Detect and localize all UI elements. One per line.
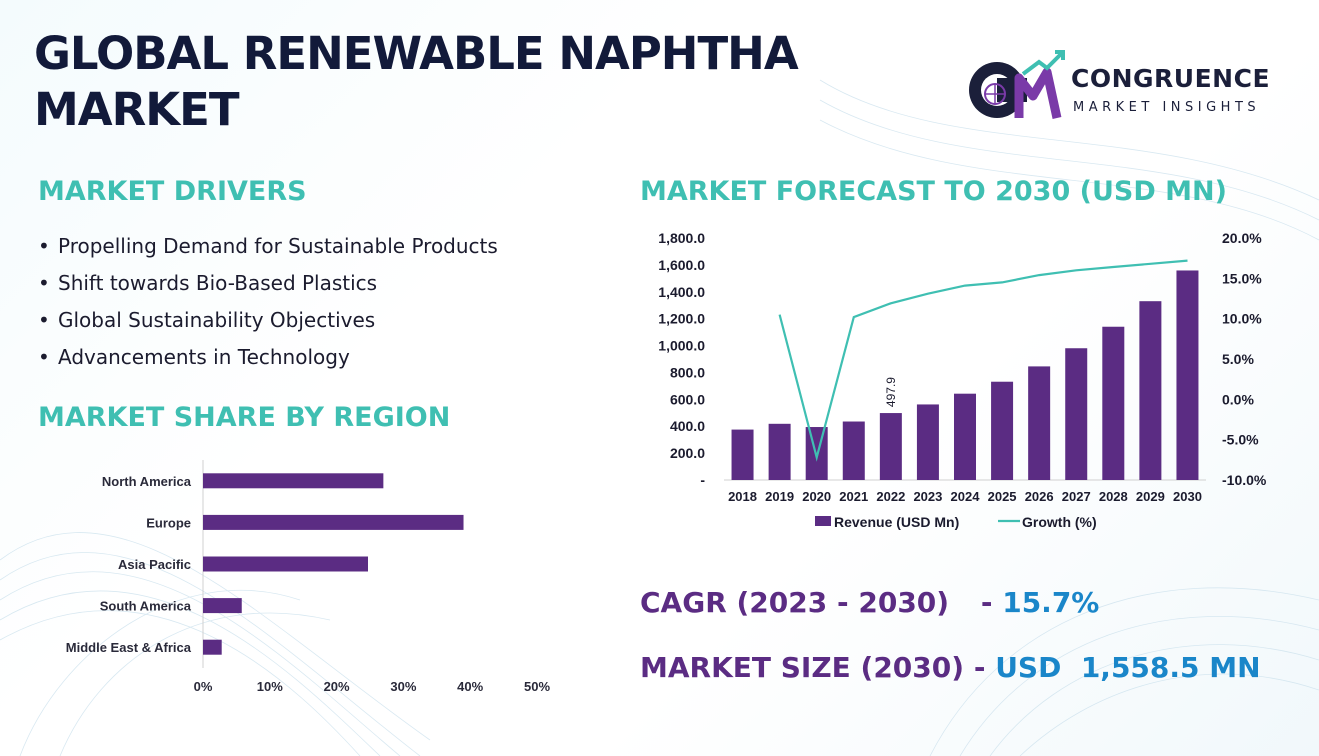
market-size-label: MARKET SIZE (2030)	[640, 651, 965, 684]
bar	[203, 556, 368, 572]
y-right-tick-label: 15.0%	[1222, 270, 1262, 286]
x-tick-label: 2026	[1025, 489, 1054, 504]
title-line-1: GLOBAL RENEWABLE NAPHTHA	[34, 27, 799, 80]
x-tick-label: 2019	[765, 489, 794, 504]
market-share-heading: MARKET SHARE BY REGION	[38, 402, 451, 433]
revenue-bar	[1176, 270, 1199, 480]
x-tick-label: 2024	[951, 489, 981, 504]
page-title: GLOBAL RENEWABLE NAPHTHA MARKET	[34, 26, 799, 138]
market-size-dash: -	[973, 651, 986, 684]
bullet-icon: •	[38, 308, 50, 332]
y-left-tick-label: 400.0	[670, 418, 705, 434]
y-right-tick-label: -10.0%	[1222, 472, 1267, 488]
x-tick-label: 20%	[324, 679, 350, 694]
driver-text: Advancements in Technology	[58, 345, 350, 369]
bar	[203, 639, 222, 655]
bar	[203, 473, 384, 489]
x-tick-label: 50%	[524, 679, 550, 694]
x-tick-label: 10%	[257, 679, 283, 694]
x-tick-label: 40%	[457, 679, 483, 694]
y-left-tick-label: 1,200.0	[658, 311, 705, 327]
y-left-tick-label: 1,800.0	[658, 230, 705, 246]
bullet-icon: •	[38, 234, 50, 258]
y-left-tick-label: 800.0	[670, 364, 705, 380]
driver-item: • Advancements in Technology	[38, 341, 498, 378]
x-tick-label: 2029	[1136, 489, 1165, 504]
bar	[203, 514, 464, 530]
cagr-dash: -	[980, 586, 993, 619]
category-label: Europe	[146, 515, 191, 530]
y-left-tick-label: 1,400.0	[658, 284, 705, 300]
y-left-tick-label: 1,000.0	[658, 338, 705, 354]
revenue-bar	[916, 404, 939, 480]
x-tick-label: 2028	[1099, 489, 1128, 504]
bullet-icon: •	[38, 271, 50, 295]
bullet-icon: •	[38, 345, 50, 369]
x-tick-label: 30%	[390, 679, 416, 694]
revenue-bar	[842, 421, 865, 480]
x-tick-label: 2018	[728, 489, 757, 504]
market-forecast-heading: MARKET FORECAST TO 2030 (USD MN)	[640, 176, 1227, 207]
y-left-tick-label: -	[700, 472, 705, 488]
y-right-tick-label: 5.0%	[1222, 351, 1254, 367]
company-logo: CONGRUENCE MARKET INSIGHTS	[963, 48, 1283, 128]
cagr-value: 15.7%	[1002, 586, 1100, 619]
driver-text: Shift towards Bio-Based Plastics	[58, 271, 378, 295]
x-tick-label: 2020	[802, 489, 831, 504]
x-tick-label: 2021	[839, 489, 868, 504]
driver-text: Global Sustainability Objectives	[58, 308, 376, 332]
y-left-tick-label: 1,600.0	[658, 257, 705, 273]
x-tick-label: 2027	[1062, 489, 1091, 504]
revenue-bar	[879, 413, 902, 480]
market-size-value: USD 1,558.5 MN	[995, 651, 1261, 684]
cagr-stat: CAGR (2023 - 2030) - 15.7%	[640, 586, 1099, 619]
title-line-2: MARKET	[34, 83, 240, 136]
revenue-bar	[991, 381, 1014, 480]
growth-line	[778, 259, 1188, 462]
driver-item: • Propelling Demand for Sustainable Produ…	[38, 230, 498, 267]
driver-item: • Global Sustainability Objectives	[38, 304, 498, 341]
category-label: North America	[102, 474, 192, 489]
x-tick-label: 2025	[988, 489, 1017, 504]
market-drivers-heading: MARKET DRIVERS	[38, 176, 307, 207]
legend-revenue-label: Revenue (USD Mn)	[834, 514, 959, 530]
data-label: 497.9	[884, 377, 898, 407]
x-tick-label: 0%	[194, 679, 213, 694]
revenue-bar	[768, 423, 791, 480]
y-right-tick-label: 10.0%	[1222, 311, 1262, 327]
y-right-tick-label: -5.0%	[1222, 432, 1259, 448]
driver-text: Propelling Demand for Sustainable Produc…	[58, 234, 498, 258]
x-tick-label: 2030	[1173, 489, 1202, 504]
driver-item: • Shift towards Bio-Based Plastics	[38, 267, 498, 304]
revenue-bar	[954, 393, 976, 480]
revenue-bar	[1028, 366, 1051, 480]
revenue-bar	[1102, 326, 1125, 480]
legend-growth-label: Growth (%)	[1022, 514, 1097, 530]
y-right-tick-label: 20.0%	[1222, 230, 1262, 246]
revenue-bar	[1065, 348, 1088, 480]
cagr-label: CAGR (2023 - 2030)	[640, 586, 950, 619]
y-right-tick-label: 0.0%	[1222, 391, 1254, 407]
market-size-stat: MARKET SIZE (2030) - USD 1,558.5 MN	[640, 651, 1261, 684]
category-label: Middle East & Africa	[66, 640, 192, 655]
logo-mark-icon	[969, 50, 1065, 119]
bar	[203, 598, 242, 614]
x-tick-label: 2022	[876, 489, 905, 504]
drivers-list: • Propelling Demand for Sustainable Produ…	[38, 230, 498, 378]
y-left-tick-label: 200.0	[670, 445, 705, 461]
logo-name: CONGRUENCE	[1071, 64, 1271, 93]
revenue-bar	[1139, 301, 1162, 480]
logo-subtitle: MARKET INSIGHTS	[1073, 100, 1261, 115]
revenue-bar	[731, 429, 754, 480]
category-label: South America	[100, 599, 192, 614]
x-tick-label: 2023	[913, 489, 942, 504]
y-left-tick-label: 600.0	[670, 391, 705, 407]
legend-revenue-swatch	[815, 516, 831, 526]
category-label: Asia Pacific	[118, 557, 191, 572]
